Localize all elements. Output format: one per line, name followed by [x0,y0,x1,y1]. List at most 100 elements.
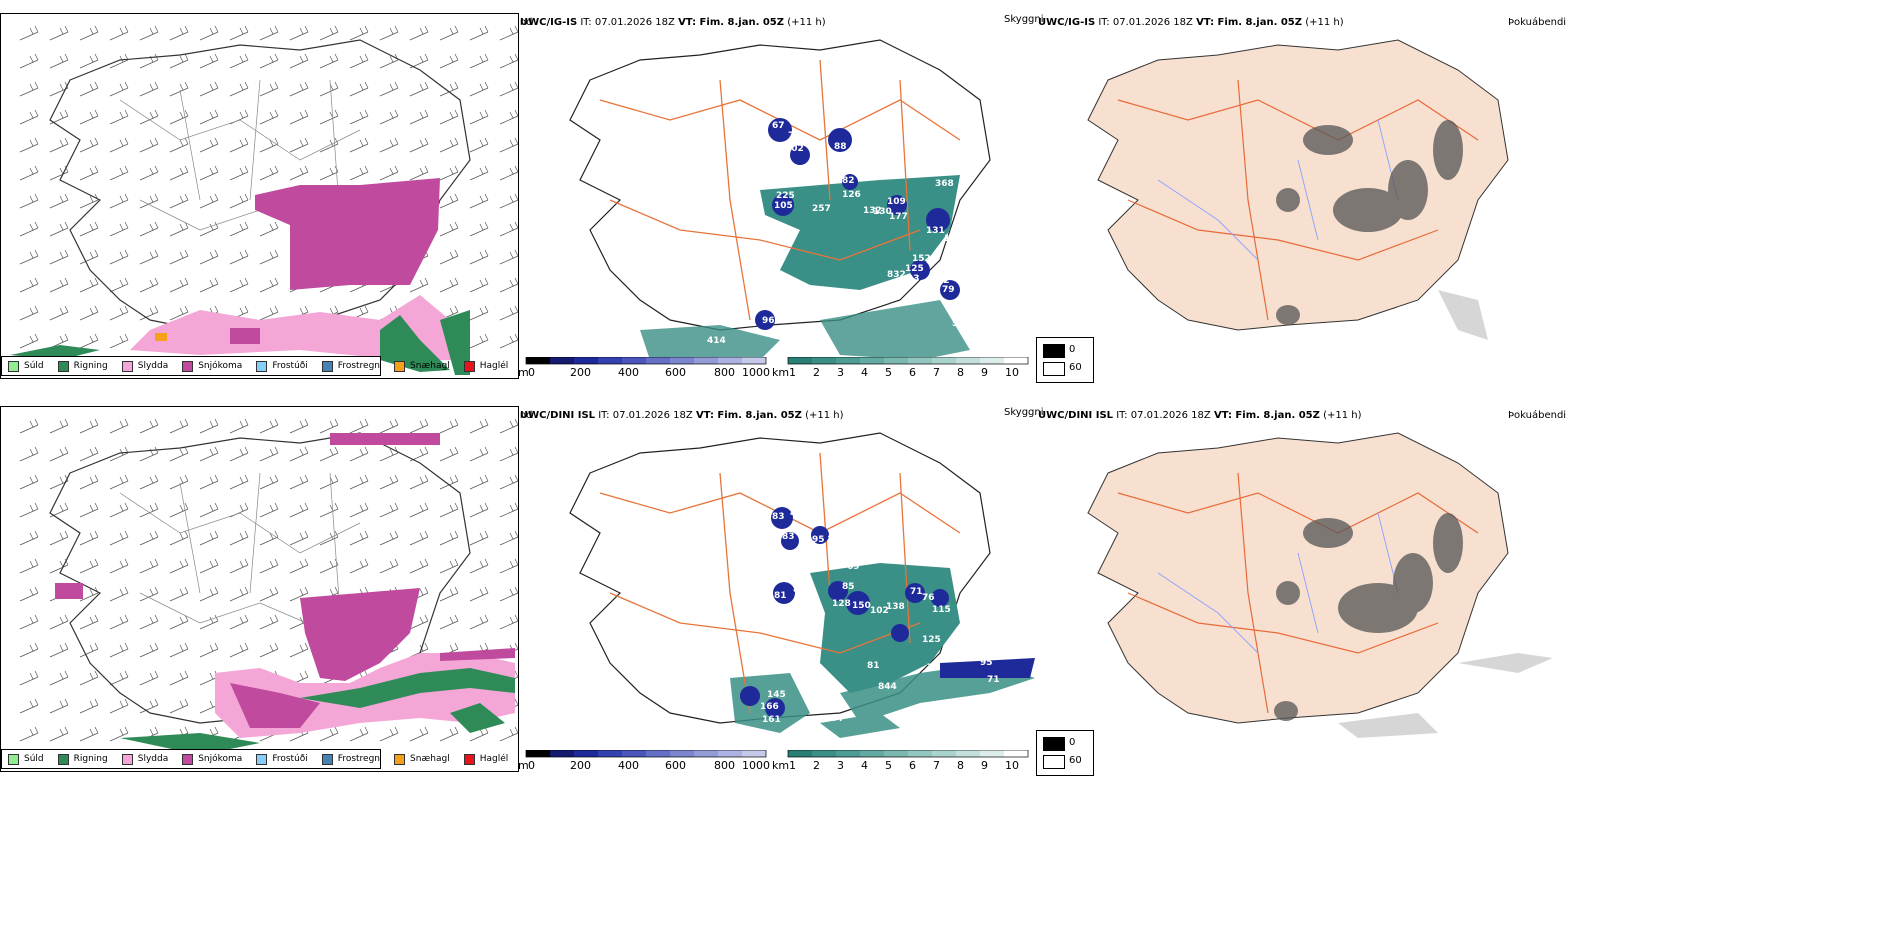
fog-panel-row1: UWC/IG-IS IT: 07.01.2026 18Z VT: Fim. 8.… [1038,0,1900,380]
precip-value-label: 83 [772,512,785,522]
precip-value-label: 71 [788,131,801,141]
precip-value-label: 150 [852,601,871,611]
legend-item: Frostúði [256,753,308,765]
precip-value-label: 83 [782,532,795,542]
height-unit: m [518,366,529,379]
km-tick: 7 [933,759,940,772]
km-tick: 1 [789,759,796,772]
legend-item: Snæhagl [394,360,450,372]
precip-value-label: 69 [847,562,860,572]
km-tick: 1 [789,366,796,379]
fog-panel-row2: UWC/DINI ISL IT: 07.01.2026 18Z VT: Fim.… [1038,393,1900,773]
precip-value-label: 138 [886,602,905,612]
height-unit: m [518,759,529,772]
height-colorbar-row1: m 0 200 400 600 800 1000 [518,357,770,379]
precip-value-label: 115 [932,605,951,615]
height-tick: 800 [714,366,735,379]
km-tick: 4 [861,366,868,379]
precip-value-label: 102 [785,144,804,154]
km-tick: 9 [981,366,988,379]
km-tick: 2 [813,366,820,379]
snow-area [255,178,440,290]
fog-map-row1 [1087,39,1509,340]
precip-value-label: 57 [952,319,965,329]
km-tick: 8 [957,759,964,772]
teal-visibility [760,175,960,290]
precip-value-label: 109 [887,197,906,207]
precip-value-label: 131 [926,226,945,236]
model-label: UWC/DINI ISL [1038,410,1114,421]
precip-value-label: 85 [842,582,855,592]
fog-map-row2 [1087,432,1553,738]
vt-label: VT: Fim. 8.jan. 05Z [678,17,785,28]
km-tick: 2 [813,759,820,772]
km-tick: 5 [885,366,892,379]
precip-value-label: 130 [873,207,892,217]
precip-type-panel-row2: UWC/DINI ISL IT: 07.01.2026 18Z VT: Fim.… [0,393,533,773]
fog-legend-bottom: 60 [1069,362,1082,373]
legend-item: Rigning [57,753,108,765]
iceland-outline [49,39,471,331]
panel-title-fog: Þokuábendi [1508,410,1567,421]
panel-header: UWC/DINI ISL IT: 07.01.2026 18Z VT: Fim.… [1038,410,1362,421]
precip-value-label: 125 [922,635,941,645]
legend-item: Frostúði [256,360,308,372]
rain-area [10,310,470,375]
visibility-map-row1 [569,39,991,360]
legend-item: Snjókoma [182,360,242,372]
precip-value-label: 81 [774,591,787,601]
precip-legend-row2: Súld Rigning Slydda Snjókoma Frostúði Fr… [1,749,508,769]
legend-item: Súld [8,360,44,372]
legend-item: Súld [8,753,44,765]
precip-value-label: 225 [776,191,795,201]
km-colorbar-row1: km 1 2 3 4 5 6 7 8 9 10 [772,357,1034,379]
km-colorbar-row2: km 1 2 3 4 5 6 7 8 9 10 [772,750,1034,772]
fog-legend-row2: 0 60 [1036,730,1094,776]
it-label: IT: 07.01.2026 18Z [1116,410,1211,421]
lead-label: (+11 h) [1323,410,1362,421]
precip-value-label: 117 [827,535,846,545]
vt-label: VT: Fim. 8.jan. 05Z [1213,410,1320,421]
km-tick: 3 [837,759,844,772]
km-tick: 9 [981,759,988,772]
precip-map-row2 [0,406,519,772]
legend-item: Haglél [463,753,508,765]
precip-value-label: 82 [793,585,806,595]
height-tick: 0 [528,759,535,772]
precip-map-row1 [0,13,519,379]
it-label: IT: 07.01.2026 18Z [598,410,693,421]
precip-value-label: 128 [832,599,851,609]
km-tick: 6 [909,759,916,772]
panel-header: UWC/DINI ISL IT: 07.01.2026 18Z VT: Fim.… [520,410,844,421]
model-label: UWC/DINI ISL [520,410,596,421]
km-tick: 5 [885,759,892,772]
legend-item: Haglél [463,360,508,372]
km-unit: km [772,366,790,379]
precip-value-label: 76 [922,593,935,603]
height-tick: 1000 [742,366,770,379]
km-tick: 3 [837,366,844,379]
km-tick: 8 [957,366,964,379]
panel-header: UWC/IG-IS IT: 07.01.2026 18Z VT: Fim. 8.… [520,17,826,28]
precip-value-label: 79 [942,285,955,295]
precip-value-label: 111 [834,529,853,539]
precip-type-panel-row1: UWC/IG-IS IT: 07.01.2026 18Z VT: Fim. 8.… [0,0,533,380]
panel-title-visibility: Skyggni [1004,14,1044,25]
vt-label: VT: Fim. 8.jan. 05Z [695,410,802,421]
height-tick: 200 [570,759,591,772]
precip-value-label: 166 [760,702,779,712]
legend-item: Snæhagl [394,753,450,765]
panel-title-fog: Þokuábendi [1508,17,1567,28]
panel-header: UWC/IG-IS IT: 07.01.2026 18Z VT: Fim. 8.… [1038,17,1344,28]
lead-label: (+11 h) [787,17,826,28]
precip-value-label: 95 [812,535,825,545]
precip-value-label: 368 [935,179,954,189]
precip-value-label: 832 [887,270,906,280]
height-tick: 400 [618,366,639,379]
height-tick: 1000 [742,759,770,772]
fog-legend-top: 0 [1069,344,1076,355]
model-label: UWC/IG-IS [1038,17,1096,28]
precip-value-label: 72 [927,663,940,673]
legend-item: Snjókoma [182,753,242,765]
vt-label: VT: Fim. 8.jan. 05Z [1196,17,1303,28]
